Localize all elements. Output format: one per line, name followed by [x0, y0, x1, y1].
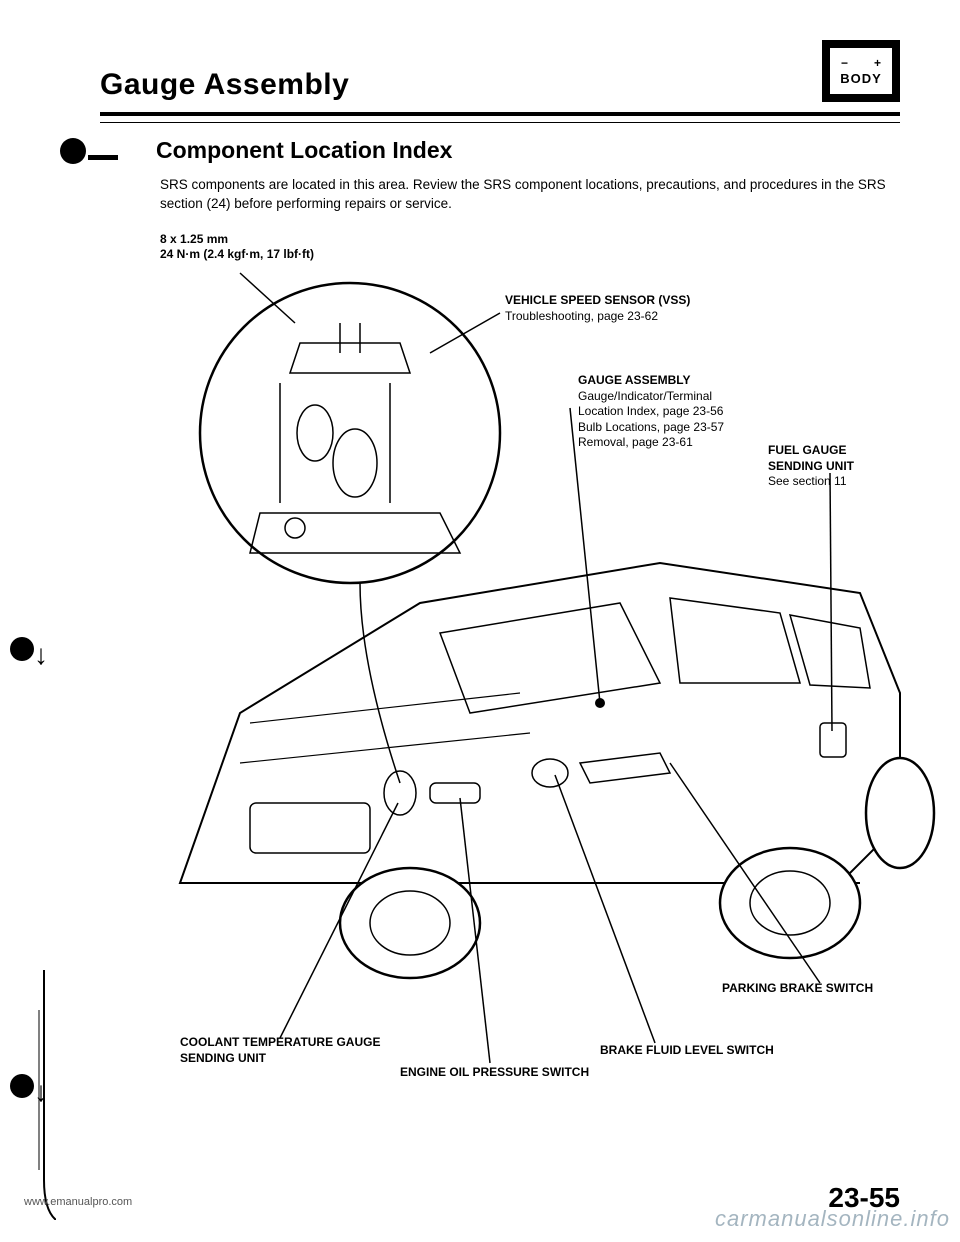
torque-line-1: 8 x 1.25 mm — [160, 232, 900, 248]
callout-gauge-title: GAUGE ASSEMBLY — [578, 373, 724, 389]
section-title: Component Location Index — [156, 137, 452, 164]
tail-icon: ↓ — [34, 647, 48, 664]
callout-fuel-sub: See section 11 — [768, 474, 900, 490]
diagram-area: VEHICLE SPEED SENSOR (VSS) Troubleshooti… — [100, 263, 900, 1083]
callout-gauge-assembly: GAUGE ASSEMBLY Gauge/Indicator/Terminal … — [578, 373, 724, 451]
callout-gauge-l4: Removal, page 23-61 — [578, 435, 724, 451]
page-container: Gauge Assembly − + BODY Component Locati… — [0, 0, 960, 1242]
diagram-svg — [100, 263, 960, 1083]
callout-parking: PARKING BRAKE SWITCH — [722, 981, 873, 997]
minus-symbol: − — [841, 57, 848, 69]
body-icon-inner: − + BODY — [830, 48, 892, 94]
bullet-icon — [10, 637, 34, 661]
callout-gauge-l2: Location Index, page 23-56 — [578, 404, 724, 420]
header-rule-thick — [100, 112, 900, 116]
body-icon-polarity: − + — [841, 57, 881, 69]
torque-spec: 8 x 1.25 mm 24 N·m (2.4 kgf·m, 17 lbf·ft… — [160, 232, 900, 263]
callout-brakefluid: BRAKE FLUID LEVEL SWITCH — [600, 1043, 774, 1059]
binding-edge-icon — [36, 970, 56, 1220]
section-heading-row: Component Location Index — [60, 137, 900, 164]
callout-coolant-sub: SENDING UNIT — [180, 1051, 380, 1067]
margin-bullet-2: ↓ — [10, 635, 48, 664]
dash-icon — [88, 155, 118, 160]
page-title: Gauge Assembly — [100, 68, 349, 102]
callout-coolant: COOLANT TEMPERATURE GAUGE SENDING UNIT — [180, 1035, 380, 1066]
plus-symbol: + — [874, 57, 881, 69]
watermark-site: carmanualsonline.info — [715, 1206, 950, 1232]
callout-vss: VEHICLE SPEED SENSOR (VSS) Troubleshooti… — [505, 293, 690, 324]
header-rule-thin — [100, 122, 900, 123]
callout-coolant-title: COOLANT TEMPERATURE GAUGE — [180, 1035, 380, 1051]
body-icon-label: BODY — [840, 71, 882, 86]
bullet-icon — [10, 1074, 34, 1098]
callout-gauge-l3: Bulb Locations, page 23-57 — [578, 420, 724, 436]
intro-paragraph: SRS components are located in this area.… — [160, 176, 900, 214]
callout-vss-title: VEHICLE SPEED SENSOR (VSS) — [505, 293, 690, 309]
bullet-icon — [60, 138, 86, 164]
callout-oil-title: ENGINE OIL PRESSURE SWITCH — [400, 1065, 589, 1081]
callout-vss-sub: Troubleshooting, page 23-62 — [505, 309, 690, 325]
callout-fuel: FUEL GAUGE SENDING UNIT See section 11 — [768, 443, 900, 490]
body-section-icon: − + BODY — [822, 40, 900, 102]
callout-brakefluid-title: BRAKE FLUID LEVEL SWITCH — [600, 1043, 774, 1059]
header-row: Gauge Assembly − + BODY — [100, 40, 900, 102]
watermark-source: www.emanualpro.com — [24, 1196, 132, 1208]
callout-fuel-title: FUEL GAUGE SENDING UNIT — [768, 443, 900, 474]
callout-gauge-l1: Gauge/Indicator/Terminal — [578, 389, 724, 405]
callout-oil: ENGINE OIL PRESSURE SWITCH — [400, 1065, 589, 1081]
torque-line-2: 24 N·m (2.4 kgf·m, 17 lbf·ft) — [160, 247, 900, 263]
callout-parking-title: PARKING BRAKE SWITCH — [722, 981, 873, 997]
